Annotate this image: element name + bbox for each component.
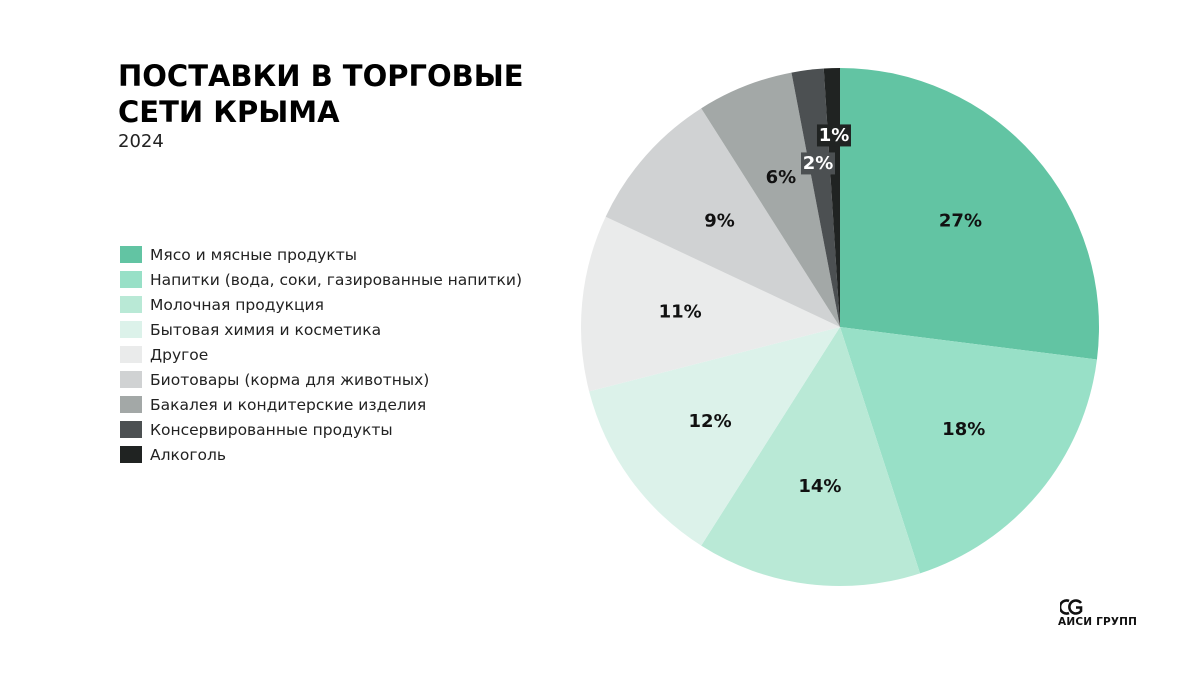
pie-slice bbox=[581, 216, 840, 392]
aisi-group-logo-icon bbox=[1060, 599, 1083, 615]
legend-label: Мясо и мясные продукты bbox=[150, 245, 357, 264]
pie-slice bbox=[701, 72, 840, 327]
data-label: 6% bbox=[766, 167, 797, 188]
pie-chart: 27% 18% 14% 12% 11% 9% 6% 2% 1% bbox=[581, 68, 1099, 586]
legend-item: Бакалея и кондитерские изделия bbox=[120, 392, 522, 417]
legend-item: Мясо и мясные продукты bbox=[120, 242, 522, 267]
legend-label: Напитки (вода, соки, газированные напитк… bbox=[150, 270, 523, 289]
data-label: 14% bbox=[798, 476, 841, 497]
data-label: 12% bbox=[689, 411, 732, 432]
data-label: 2% bbox=[803, 153, 834, 174]
legend-label: Другое bbox=[150, 345, 209, 364]
legend-item: Бытовая химия и косметика bbox=[120, 317, 522, 342]
pie-slice bbox=[701, 327, 921, 586]
legend-swatch bbox=[120, 296, 142, 313]
legend-item: Другое bbox=[120, 342, 522, 367]
legend-item: Консервированные продукты bbox=[120, 417, 522, 442]
pie-slice bbox=[791, 68, 840, 327]
pie-slice bbox=[840, 68, 1099, 360]
legend-swatch bbox=[120, 271, 142, 288]
legend-swatch bbox=[120, 346, 142, 363]
legend-swatch bbox=[120, 371, 142, 388]
legend-label: Биотовары (корма для животных) bbox=[150, 370, 430, 389]
chart-legend: Мясо и мясные продукты Напитки (вода, сок… bbox=[120, 242, 522, 467]
logo-text: АИСИ ГРУПП bbox=[1058, 616, 1138, 628]
legend-label: Бытовая химия и косметика bbox=[150, 320, 382, 339]
legend-item: Напитки (вода, соки, газированные напитк… bbox=[120, 267, 522, 292]
legend-item: Алкоголь bbox=[120, 442, 522, 467]
legend-label: Алкоголь bbox=[150, 445, 227, 464]
legend-swatch bbox=[120, 321, 142, 338]
chart-subtitle: 2024 bbox=[118, 131, 164, 152]
legend-label: Консервированные продукты bbox=[150, 420, 393, 439]
legend-swatch bbox=[120, 446, 142, 463]
data-label: 27% bbox=[939, 210, 982, 231]
legend-swatch bbox=[120, 396, 142, 413]
data-label-background bbox=[801, 152, 835, 175]
chart-title: ПОСТАВКИ В ТОРГОВЫЕ СЕТИ КРЫМА bbox=[118, 59, 524, 129]
data-label: 9% bbox=[704, 210, 735, 231]
pie-slice bbox=[840, 327, 1097, 574]
data-label-background bbox=[816, 124, 851, 147]
legend-label: Молочная продукция bbox=[150, 295, 324, 314]
legend-item: Биотовары (корма для животных) bbox=[120, 367, 522, 392]
data-label: 18% bbox=[942, 419, 985, 440]
data-label: 11% bbox=[659, 301, 702, 322]
company-logo: АИСИ ГРУПП bbox=[1058, 598, 1138, 632]
legend-swatch bbox=[120, 246, 142, 263]
data-label: 1% bbox=[819, 125, 850, 146]
legend-item: Молочная продукция bbox=[120, 292, 522, 317]
legend-swatch bbox=[120, 421, 142, 438]
pie-slice bbox=[589, 327, 840, 546]
pie-slice bbox=[605, 108, 840, 328]
legend-label: Бакалея и кондитерские изделия bbox=[150, 395, 427, 414]
